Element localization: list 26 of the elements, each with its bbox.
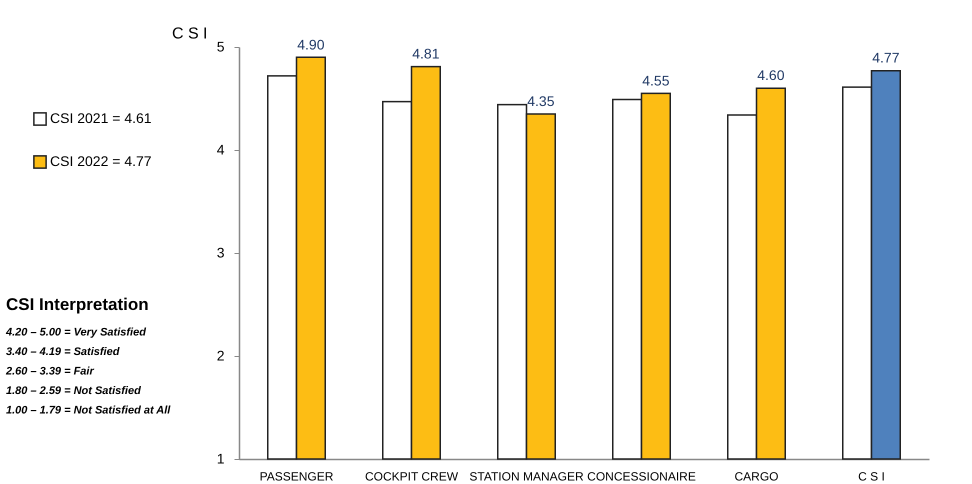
x-tick-label: STATION MANAGER (469, 470, 584, 484)
text: 1.80 – 2.59 = Not Satisfied (6, 385, 142, 397)
x-tick-label: C S I (858, 470, 885, 484)
y-tick-label: 5 (216, 38, 225, 54)
data-label: 4.90 (297, 36, 325, 52)
data-label: 4.55 (642, 72, 670, 88)
y-tick-label: 3 (216, 244, 225, 260)
text: 1.00 – 1.79 = Not Satisfied at All (6, 404, 172, 416)
y-tick-label: 1 (216, 450, 225, 466)
x-tick-label: PASSENGER (260, 470, 334, 484)
x-tick-label: CONCESSIONAIRE (587, 470, 696, 484)
text: 4.20 – 5.00 = Very Satisfied (5, 326, 146, 338)
text: 2.60 – 3.39 = Fair (5, 366, 94, 378)
y-tick-label: 2 (216, 348, 225, 364)
x-tick-label: CARGO (734, 470, 779, 484)
x-tick-label: COCKPIT CREW (364, 470, 459, 484)
legend-label: CSI 2022 = 4.77 (50, 153, 152, 169)
text: CSI Interpretation (6, 295, 149, 314)
y-axis-title: C S I (172, 26, 208, 42)
data-label: 4.81 (412, 46, 440, 62)
legend-label: CSI 2021 = 4.61 (50, 110, 152, 126)
data-label: 4.77 (872, 50, 900, 66)
data-label: 4.35 (527, 92, 555, 109)
y-tick-label: 4 (216, 142, 225, 158)
data-label: 4.60 (757, 67, 785, 84)
text: 3.40 – 4.19 = Satisfied (6, 346, 120, 358)
